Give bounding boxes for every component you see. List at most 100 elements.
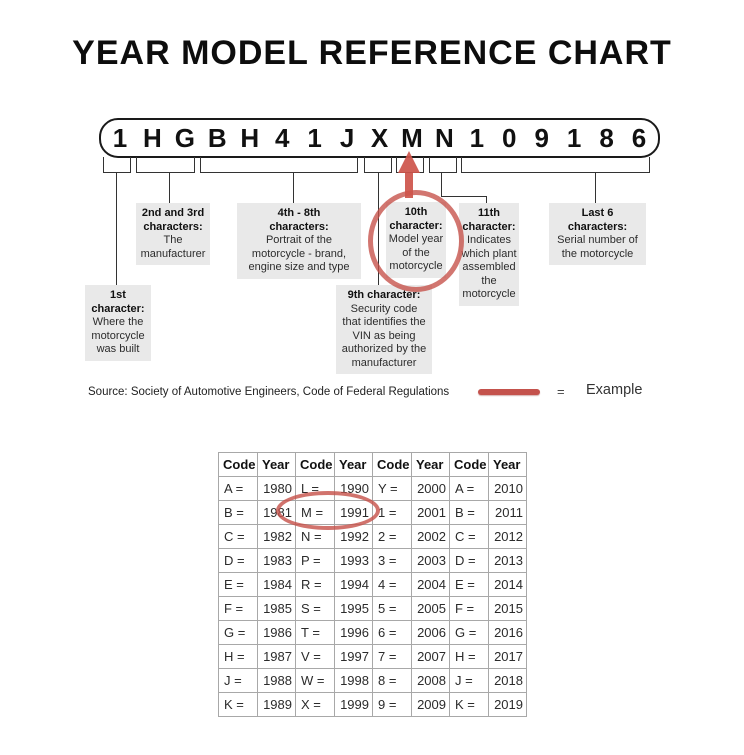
code-cell: K = (449, 692, 489, 717)
callout-header: Last 6 characters: (567, 207, 628, 233)
vin-character: H (240, 123, 260, 153)
year-cell: 2002 (411, 524, 450, 549)
year-cell: 1993 (334, 548, 373, 573)
year-cell: 1984 (257, 572, 296, 597)
table-header-cell: Year (334, 452, 373, 477)
table-row: H = 1987 V = 1997 7 = 2007 H = 2017 (218, 644, 527, 669)
year-cell: 2012 (488, 524, 527, 549)
bracket-11th-char (429, 157, 457, 173)
year-cell: 2008 (411, 668, 450, 693)
year-cell: 2010 (488, 476, 527, 501)
code-cell: A = (449, 476, 489, 501)
code-cell: 6 = (372, 620, 412, 645)
code-cell: B = (449, 500, 489, 525)
code-cell: J = (449, 668, 489, 693)
code-cell: H = (218, 644, 258, 669)
vin-character: 1 (566, 123, 582, 153)
year-code-table: Code Year Code Year Code Year Code Year A = 1980… (218, 452, 527, 717)
example-circle-10th (368, 190, 464, 292)
table-row: E = 1984 R = 1994 4 = 2004 E = 2014 (218, 572, 527, 597)
code-cell: C = (218, 524, 258, 549)
code-cell: T = (295, 620, 335, 645)
example-ellipse-m-1991 (276, 491, 380, 530)
callout-1st-character: 1st character: Where the motorcycle was … (85, 285, 151, 361)
code-cell: P = (295, 548, 335, 573)
code-cell: X = (295, 692, 335, 717)
code-cell: G = (449, 620, 489, 645)
code-cell: Y = (372, 476, 412, 501)
year-cell: 1995 (334, 596, 373, 621)
code-cell: H = (449, 644, 489, 669)
code-cell: V = (295, 644, 335, 669)
vin-character: 1 (112, 123, 128, 153)
vin-character: 1 (307, 123, 322, 153)
table-header-cell: Code (372, 452, 412, 477)
table-header-cell: Code (449, 452, 489, 477)
year-cell: 2000 (411, 476, 450, 501)
callout-header: 4th - 8th characters: (269, 207, 329, 233)
table-header-cell: Year (257, 452, 296, 477)
callout-body: Portrait of the motorcycle - brand, engi… (248, 234, 350, 273)
table-row: C = 1982 N = 1992 2 = 2002 C = 2012 (218, 524, 527, 549)
table-row: D = 1983 P = 1993 3 = 2003 D = 2013 (218, 548, 527, 573)
code-cell: C = (449, 524, 489, 549)
example-line-swatch (478, 389, 540, 395)
vin-character: 4 (274, 123, 290, 153)
code-cell: 8 = (372, 668, 412, 693)
page-title: YEAR MODEL REFERENCE CHART (72, 34, 672, 72)
year-cell: 2006 (411, 620, 450, 645)
connector-line-1st (116, 172, 117, 285)
year-cell: 1987 (257, 644, 296, 669)
callout-body: The manufacturer (140, 234, 206, 260)
table-header-row: Code Year Code Year Code Year Code Year (218, 452, 527, 477)
bracket-last-6 (461, 157, 650, 173)
code-cell: R = (295, 572, 335, 597)
connector-elbow-11th (441, 196, 486, 197)
vin-character: G (174, 123, 195, 153)
table-row: K = 1989 X = 1999 9 = 2009 K = 2019 (218, 692, 527, 717)
table-header-cell: Code (218, 452, 258, 477)
callout-body: Indicates which plant assembled the moto… (461, 234, 517, 300)
year-cell: 1989 (257, 692, 296, 717)
year-cell: 2017 (488, 644, 527, 669)
callout-last-6-characters: Last 6 characters: Serial number of the … (549, 203, 646, 265)
code-cell: D = (218, 548, 258, 573)
connector-line-2nd (169, 172, 170, 203)
callout-header: 1st character: (91, 289, 145, 315)
code-cell: B = (218, 500, 258, 525)
bracket-1st-char (103, 157, 131, 173)
code-cell: K = (218, 692, 258, 717)
callout-11th-character: 11th character: Indicates which plant as… (459, 203, 519, 306)
code-cell: E = (449, 572, 489, 597)
code-cell: W = (295, 668, 335, 693)
callout-header: 9th character: (347, 289, 421, 301)
year-cell: 1983 (257, 548, 296, 573)
connector-drop-11th (486, 196, 487, 204)
code-cell: 4 = (372, 572, 412, 597)
callout-header: 11th character: (462, 207, 516, 233)
table-header-cell: Year (488, 452, 527, 477)
code-cell: F = (449, 596, 489, 621)
code-cell: 7 = (372, 644, 412, 669)
year-cell: 2016 (488, 620, 527, 645)
bracket-4th-8th (200, 157, 358, 173)
code-cell: D = (449, 548, 489, 573)
code-cell: S = (295, 596, 335, 621)
code-cell: 9 = (372, 692, 412, 717)
vin-character: 0 (502, 123, 517, 153)
code-cell: G = (218, 620, 258, 645)
connector-line-last6 (595, 172, 596, 203)
year-cell: 2003 (411, 548, 450, 573)
code-cell: 3 = (372, 548, 412, 573)
source-note: Source: Society of Automotive Engineers,… (88, 386, 450, 398)
bracket-2nd-3rd (136, 157, 195, 173)
year-cell: 1997 (334, 644, 373, 669)
vin-character: 1 (469, 123, 485, 153)
callout-body: Security code that identifies the VIN as… (341, 302, 427, 369)
code-cell: E = (218, 572, 258, 597)
bracket-9th-char (364, 157, 392, 173)
vin-character: N (434, 123, 454, 153)
legend-example-label: Example (586, 382, 643, 398)
